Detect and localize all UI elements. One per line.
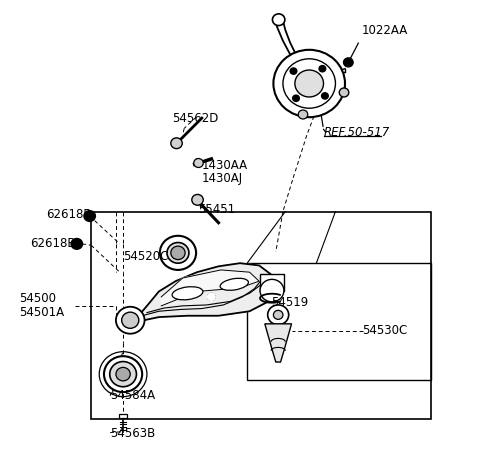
Bar [247,263,431,380]
Circle shape [207,294,215,301]
Circle shape [71,239,83,250]
Circle shape [194,159,203,168]
Text: 55451: 55451 [199,202,236,216]
Text: 54500: 54500 [20,292,57,304]
Text: 54519: 54519 [271,295,308,308]
Circle shape [298,111,308,120]
Circle shape [160,236,196,270]
Circle shape [290,69,297,75]
Text: 62618B: 62618B [46,208,91,221]
Text: 54584A: 54584A [110,388,156,401]
Ellipse shape [172,287,203,300]
Circle shape [116,307,144,334]
Bar [91,212,431,419]
Text: 54530C: 54530C [362,323,407,336]
Circle shape [84,211,96,222]
Circle shape [121,313,139,329]
Circle shape [171,138,182,149]
Text: 1022AA: 1022AA [362,24,408,37]
Circle shape [322,93,328,100]
Circle shape [274,311,283,320]
Circle shape [273,15,285,27]
Circle shape [104,356,142,392]
Text: 1430AA: 1430AA [202,158,248,171]
Text: REF.50-517: REF.50-517 [324,126,390,139]
Ellipse shape [220,279,249,290]
Text: 1430AJ: 1430AJ [202,172,243,185]
Circle shape [293,96,300,102]
Text: 54520C: 54520C [123,249,168,262]
Circle shape [167,243,189,263]
Circle shape [274,51,345,118]
Bar [260,274,284,291]
Circle shape [344,59,353,68]
Circle shape [295,71,324,98]
Circle shape [268,305,288,325]
Polygon shape [161,270,259,306]
Text: 62618B: 62618B [30,236,75,249]
Circle shape [171,247,185,260]
Text: 54562D: 54562D [172,111,218,124]
Circle shape [319,66,326,73]
Circle shape [116,368,130,381]
Text: 54501A: 54501A [20,305,65,318]
Circle shape [260,280,284,302]
Circle shape [339,89,349,98]
Circle shape [207,294,215,301]
Polygon shape [137,263,276,322]
Text: 54563B: 54563B [110,426,156,439]
Circle shape [110,362,136,387]
Circle shape [192,195,203,206]
Bar [119,414,127,418]
Circle shape [283,60,336,109]
Polygon shape [265,324,291,362]
